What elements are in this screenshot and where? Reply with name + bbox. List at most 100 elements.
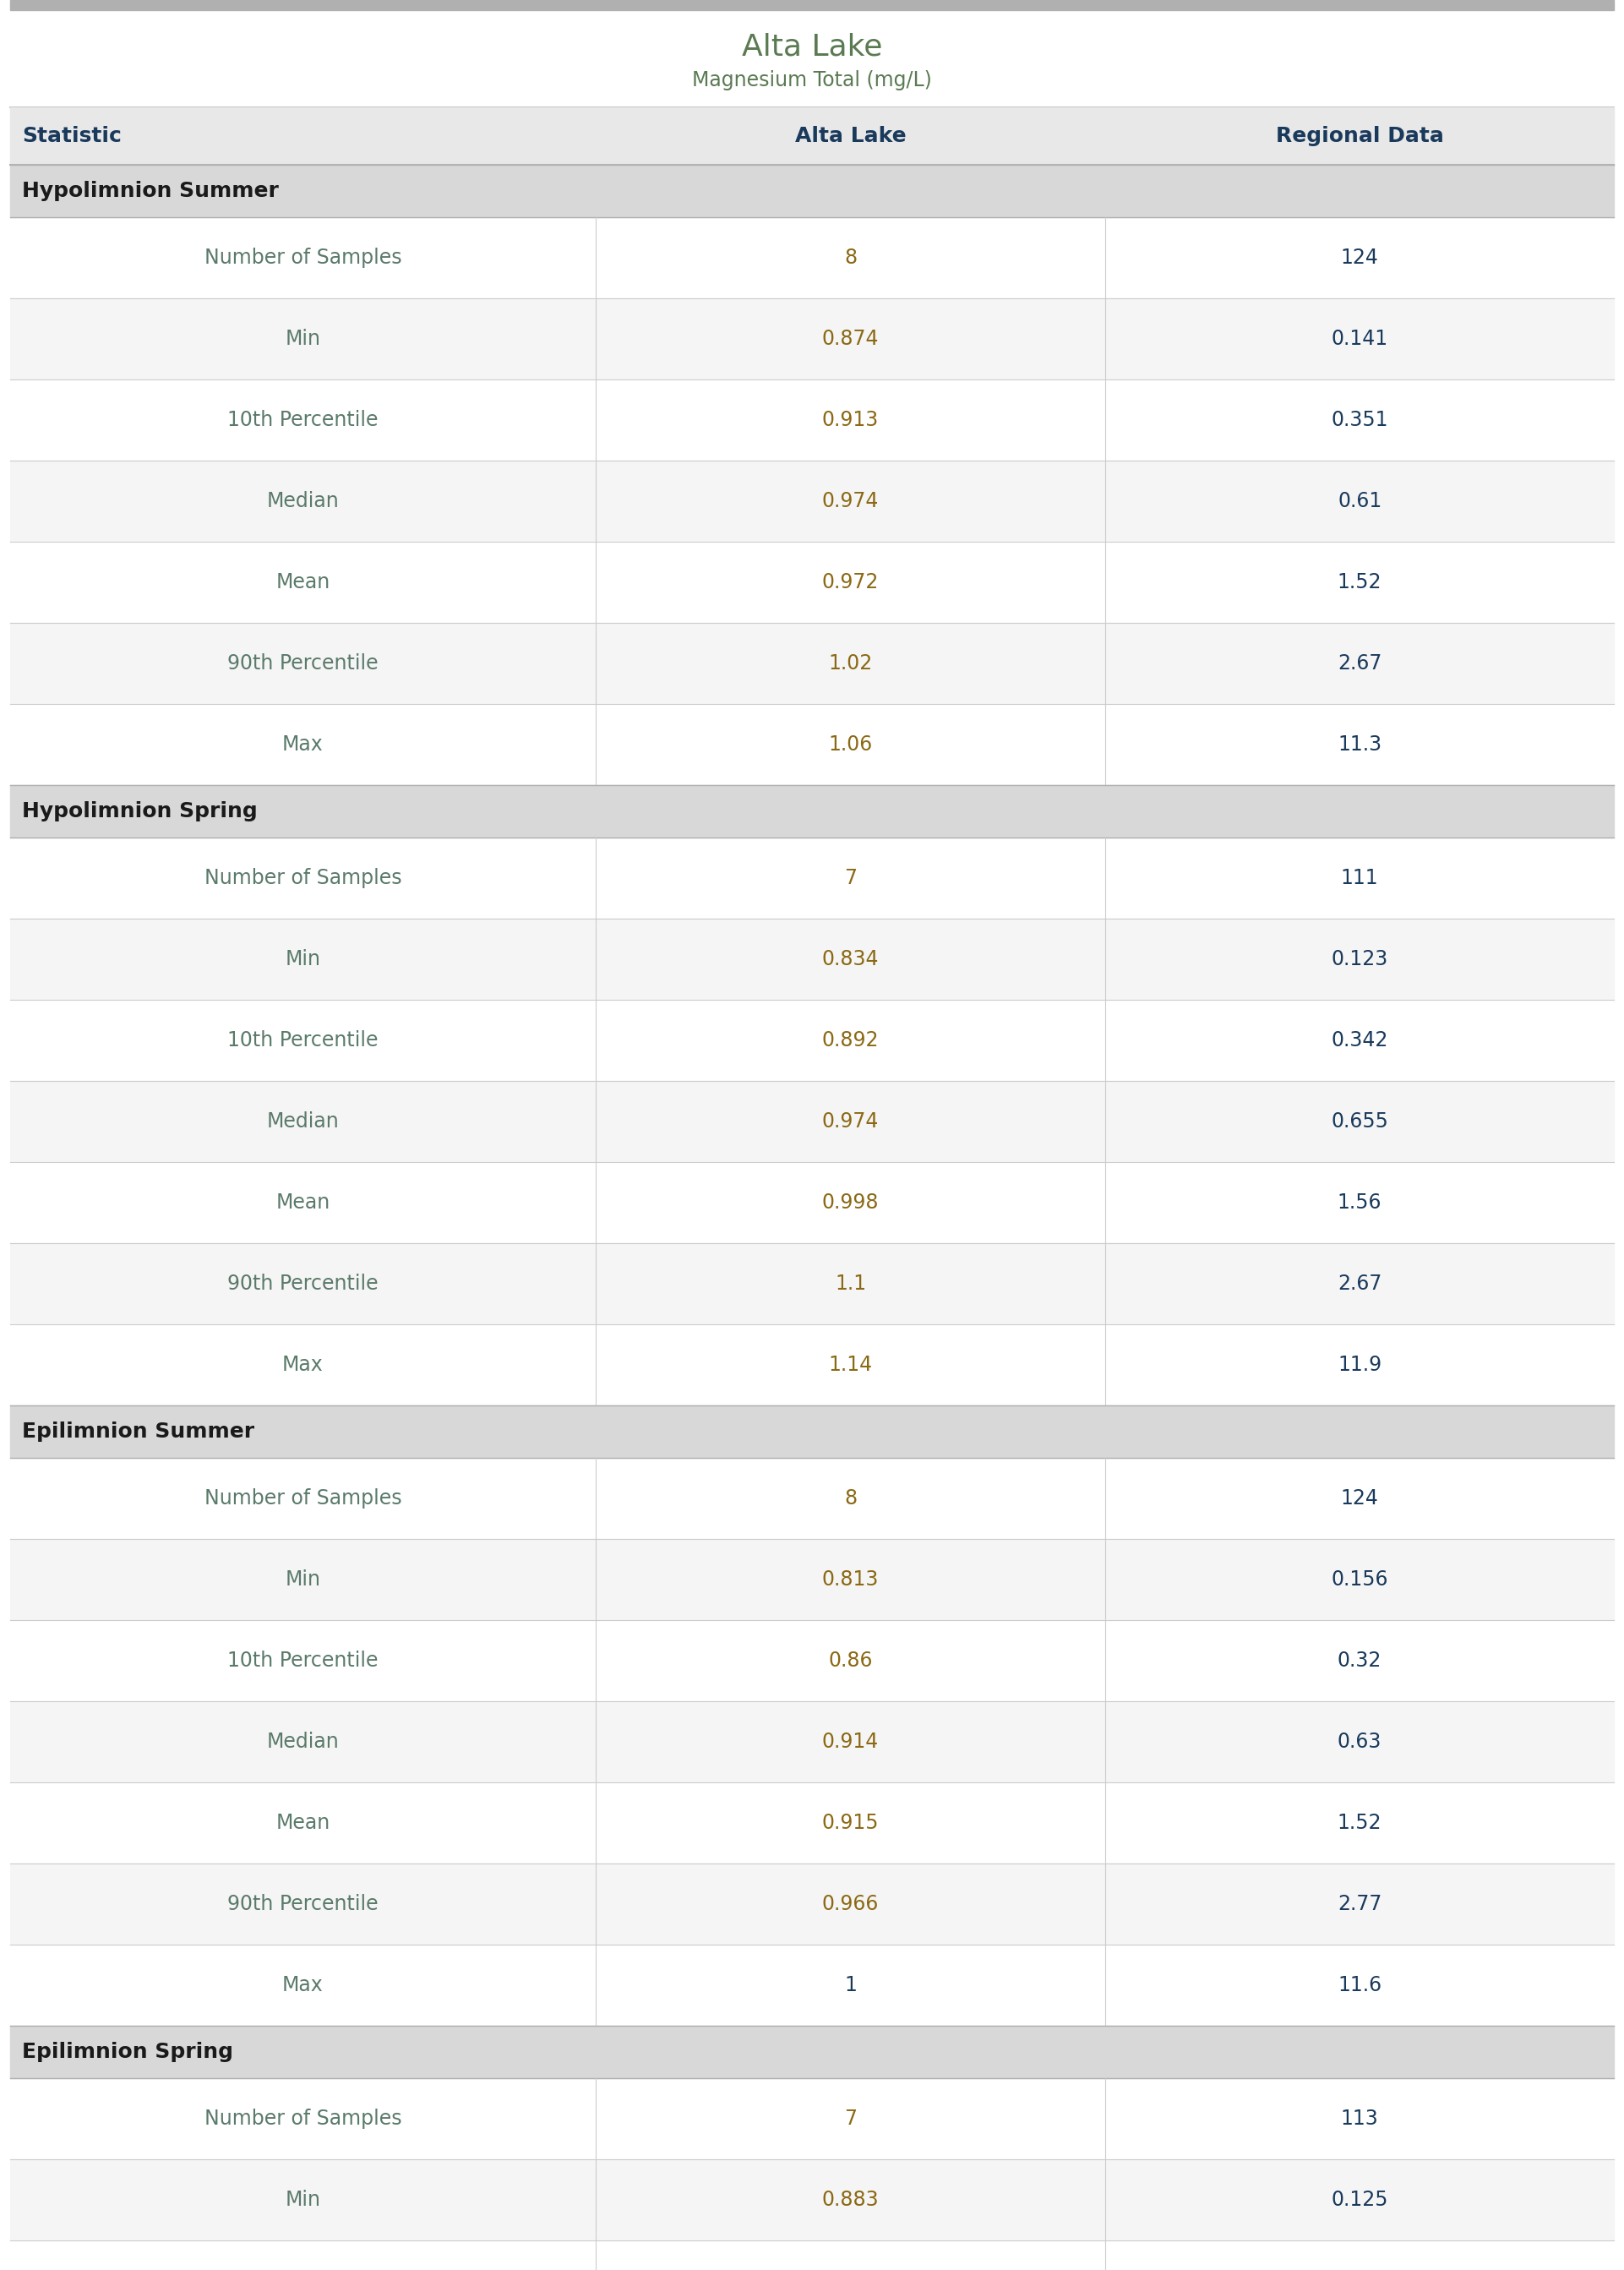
Bar bbox=[10, 838, 1614, 919]
Bar bbox=[10, 1244, 1614, 1323]
Bar bbox=[10, 379, 1614, 461]
Text: Min: Min bbox=[286, 949, 320, 969]
Text: Median: Median bbox=[266, 490, 339, 511]
Bar bbox=[10, 622, 1614, 704]
Text: Epilimnion Spring: Epilimnion Spring bbox=[23, 2041, 234, 2061]
Text: 0.351: 0.351 bbox=[1332, 411, 1389, 431]
Text: 0.61: 0.61 bbox=[1338, 490, 1382, 511]
Bar bbox=[10, 2077, 1614, 2159]
Text: Number of Samples: Number of Samples bbox=[205, 247, 401, 268]
Text: 124: 124 bbox=[1341, 247, 1379, 268]
Bar bbox=[10, 107, 1614, 166]
Text: 7: 7 bbox=[844, 2109, 857, 2129]
Text: Hypolimnion Summer: Hypolimnion Summer bbox=[23, 182, 279, 202]
Bar bbox=[10, 2240, 1614, 2270]
Bar bbox=[10, 2025, 1614, 2077]
Text: Max: Max bbox=[283, 735, 323, 754]
Text: 0.998: 0.998 bbox=[822, 1192, 879, 1212]
Text: 113: 113 bbox=[1341, 2109, 1379, 2129]
Bar bbox=[10, 1945, 1614, 2025]
Text: 90th Percentile: 90th Percentile bbox=[227, 654, 378, 674]
Text: 0.156: 0.156 bbox=[1332, 1569, 1389, 1589]
Bar bbox=[10, 785, 1614, 838]
Text: Magnesium Total (mg/L): Magnesium Total (mg/L) bbox=[692, 70, 932, 91]
Text: 1.56: 1.56 bbox=[1338, 1192, 1382, 1212]
Text: 1.52: 1.52 bbox=[1338, 1814, 1382, 1834]
Text: 11.6: 11.6 bbox=[1338, 1975, 1382, 1995]
Text: 0.913: 0.913 bbox=[822, 411, 879, 431]
Text: 0.342: 0.342 bbox=[1332, 1031, 1389, 1051]
Bar bbox=[10, 297, 1614, 379]
Text: 0.874: 0.874 bbox=[822, 329, 879, 350]
Text: 2.67: 2.67 bbox=[1338, 654, 1382, 674]
Text: 1.02: 1.02 bbox=[828, 654, 872, 674]
Text: Min: Min bbox=[286, 1569, 320, 1589]
Text: 0.892: 0.892 bbox=[822, 1031, 879, 1051]
Text: Mean: Mean bbox=[276, 1814, 330, 1834]
Text: 0.883: 0.883 bbox=[822, 2191, 879, 2211]
Text: 0.141: 0.141 bbox=[1332, 329, 1389, 350]
Text: Hypolimnion Spring: Hypolimnion Spring bbox=[23, 801, 258, 822]
Text: Number of Samples: Number of Samples bbox=[205, 1489, 401, 1510]
Text: 7: 7 bbox=[844, 867, 857, 888]
Bar bbox=[10, 218, 1614, 297]
Bar bbox=[10, 166, 1614, 218]
Text: Mean: Mean bbox=[276, 572, 330, 592]
Text: 1.1: 1.1 bbox=[835, 1273, 866, 1294]
Bar bbox=[10, 1162, 1614, 1244]
Bar bbox=[10, 543, 1614, 622]
Text: Max: Max bbox=[283, 1355, 323, 1376]
Text: 0.972: 0.972 bbox=[822, 572, 879, 592]
Text: 0.915: 0.915 bbox=[822, 1814, 879, 1834]
Text: 2.77: 2.77 bbox=[1338, 1893, 1382, 1914]
Text: 0.655: 0.655 bbox=[1332, 1112, 1389, 1133]
Text: 1.52: 1.52 bbox=[1338, 572, 1382, 592]
Bar bbox=[10, 1621, 1614, 1700]
Text: Median: Median bbox=[266, 1112, 339, 1133]
Text: Number of Samples: Number of Samples bbox=[205, 2109, 401, 2129]
Bar bbox=[10, 461, 1614, 543]
Text: 111: 111 bbox=[1341, 867, 1379, 888]
Text: 0.966: 0.966 bbox=[822, 1893, 879, 1914]
Bar bbox=[10, 2159, 1614, 2240]
Text: 0.914: 0.914 bbox=[822, 1732, 879, 1752]
Text: 10th Percentile: 10th Percentile bbox=[227, 411, 378, 431]
Bar bbox=[10, 1457, 1614, 1539]
Text: 0.63: 0.63 bbox=[1338, 1732, 1382, 1752]
Text: Median: Median bbox=[266, 1732, 339, 1752]
Text: 8: 8 bbox=[844, 1489, 857, 1510]
Text: 0.974: 0.974 bbox=[822, 490, 879, 511]
Text: 90th Percentile: 90th Percentile bbox=[227, 1893, 378, 1914]
Text: 124: 124 bbox=[1341, 1489, 1379, 1510]
Bar bbox=[10, 1700, 1614, 1782]
Bar bbox=[10, 999, 1614, 1081]
Text: Min: Min bbox=[286, 329, 320, 350]
Text: 1: 1 bbox=[844, 1975, 857, 1995]
Text: 10th Percentile: 10th Percentile bbox=[227, 1650, 378, 1671]
Text: 1.06: 1.06 bbox=[828, 735, 872, 754]
Bar bbox=[10, 1782, 1614, 1864]
Text: Alta Lake: Alta Lake bbox=[742, 32, 882, 61]
Bar bbox=[10, 1864, 1614, 1945]
Bar bbox=[10, 1323, 1614, 1405]
Bar bbox=[10, 1405, 1614, 1457]
Text: 0.125: 0.125 bbox=[1332, 2191, 1389, 2211]
Text: 1.14: 1.14 bbox=[828, 1355, 872, 1376]
Bar bbox=[10, 1081, 1614, 1162]
Text: 0.86: 0.86 bbox=[828, 1650, 872, 1671]
Text: 11.9: 11.9 bbox=[1338, 1355, 1382, 1376]
Text: Alta Lake: Alta Lake bbox=[794, 125, 906, 145]
Text: 10th Percentile: 10th Percentile bbox=[227, 1031, 378, 1051]
Text: Epilimnion Summer: Epilimnion Summer bbox=[23, 1421, 255, 1441]
Text: Mean: Mean bbox=[276, 1192, 330, 1212]
Text: 2.67: 2.67 bbox=[1338, 1273, 1382, 1294]
Bar bbox=[10, 704, 1614, 785]
Bar bbox=[10, 0, 1614, 9]
Text: Min: Min bbox=[286, 2191, 320, 2211]
Bar bbox=[10, 919, 1614, 999]
Text: Number of Samples: Number of Samples bbox=[205, 867, 401, 888]
Text: 11.3: 11.3 bbox=[1338, 735, 1382, 754]
Bar bbox=[10, 1539, 1614, 1621]
Text: 90th Percentile: 90th Percentile bbox=[227, 1273, 378, 1294]
Text: Regional Data: Regional Data bbox=[1275, 125, 1444, 145]
